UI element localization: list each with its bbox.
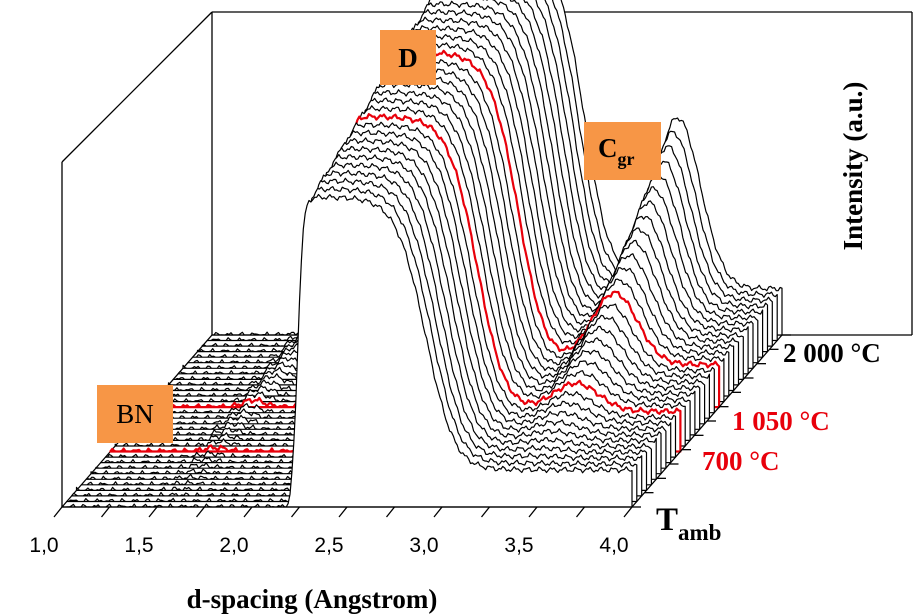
peak-label-cgr-box	[584, 122, 661, 180]
x-tick	[53, 506, 63, 518]
x-tick-label: 1,5	[124, 534, 153, 557]
x-tick-label: 3,0	[409, 534, 438, 557]
peak-label-bn-box	[97, 385, 173, 443]
peak-label-d: D	[380, 30, 436, 85]
x-minor-tick	[195, 506, 206, 518]
x-tick-label: 1,0	[29, 534, 58, 557]
depth-label-tamb: Tamb	[656, 502, 721, 545]
x-minor-tick	[480, 506, 491, 518]
z-axis-label: Intensity (a.u.)	[838, 82, 868, 251]
x-axis-ticks	[53, 506, 633, 518]
x-axis-label: d-spacing (Angstrom)	[187, 584, 438, 614]
x-tick	[243, 506, 253, 518]
x-minor-tick	[575, 506, 586, 518]
peak-label-d-box	[380, 30, 436, 85]
depth-label-1050: 1 050 °C	[732, 406, 830, 436]
series-line	[61, 193, 633, 508]
peak-label-cgr: Cgr	[584, 122, 661, 180]
peak-label-bn: BN	[97, 385, 173, 443]
side-wall-top	[61, 11, 213, 163]
x-tick	[148, 506, 158, 518]
x-tick	[338, 506, 348, 518]
x-tick	[623, 506, 633, 518]
x-tick-label: 4,0	[599, 534, 628, 557]
peak-label-cgr-text: Cgr	[598, 133, 635, 169]
peak-label-bn-text: BN	[116, 399, 154, 429]
x-tick-label: 3,5	[504, 534, 533, 557]
depth-axis-ticks	[632, 334, 791, 508]
peak-label-d-text: D	[398, 43, 418, 73]
x-tick	[433, 506, 443, 518]
x-tick-label: 2,0	[219, 534, 248, 557]
x-minor-tick	[385, 506, 396, 518]
x-tick	[528, 506, 538, 518]
depth-label-2000: 2 000 °C	[783, 338, 881, 368]
x-minor-tick	[100, 506, 111, 518]
depth-label-700: 700 °C	[702, 446, 780, 476]
x-axis-tick-labels: 1,0 1,5 2,0 2,5 3,0 3,5 4,0	[29, 534, 628, 557]
x-tick-label: 2,5	[314, 534, 343, 557]
x-minor-tick	[290, 506, 301, 518]
